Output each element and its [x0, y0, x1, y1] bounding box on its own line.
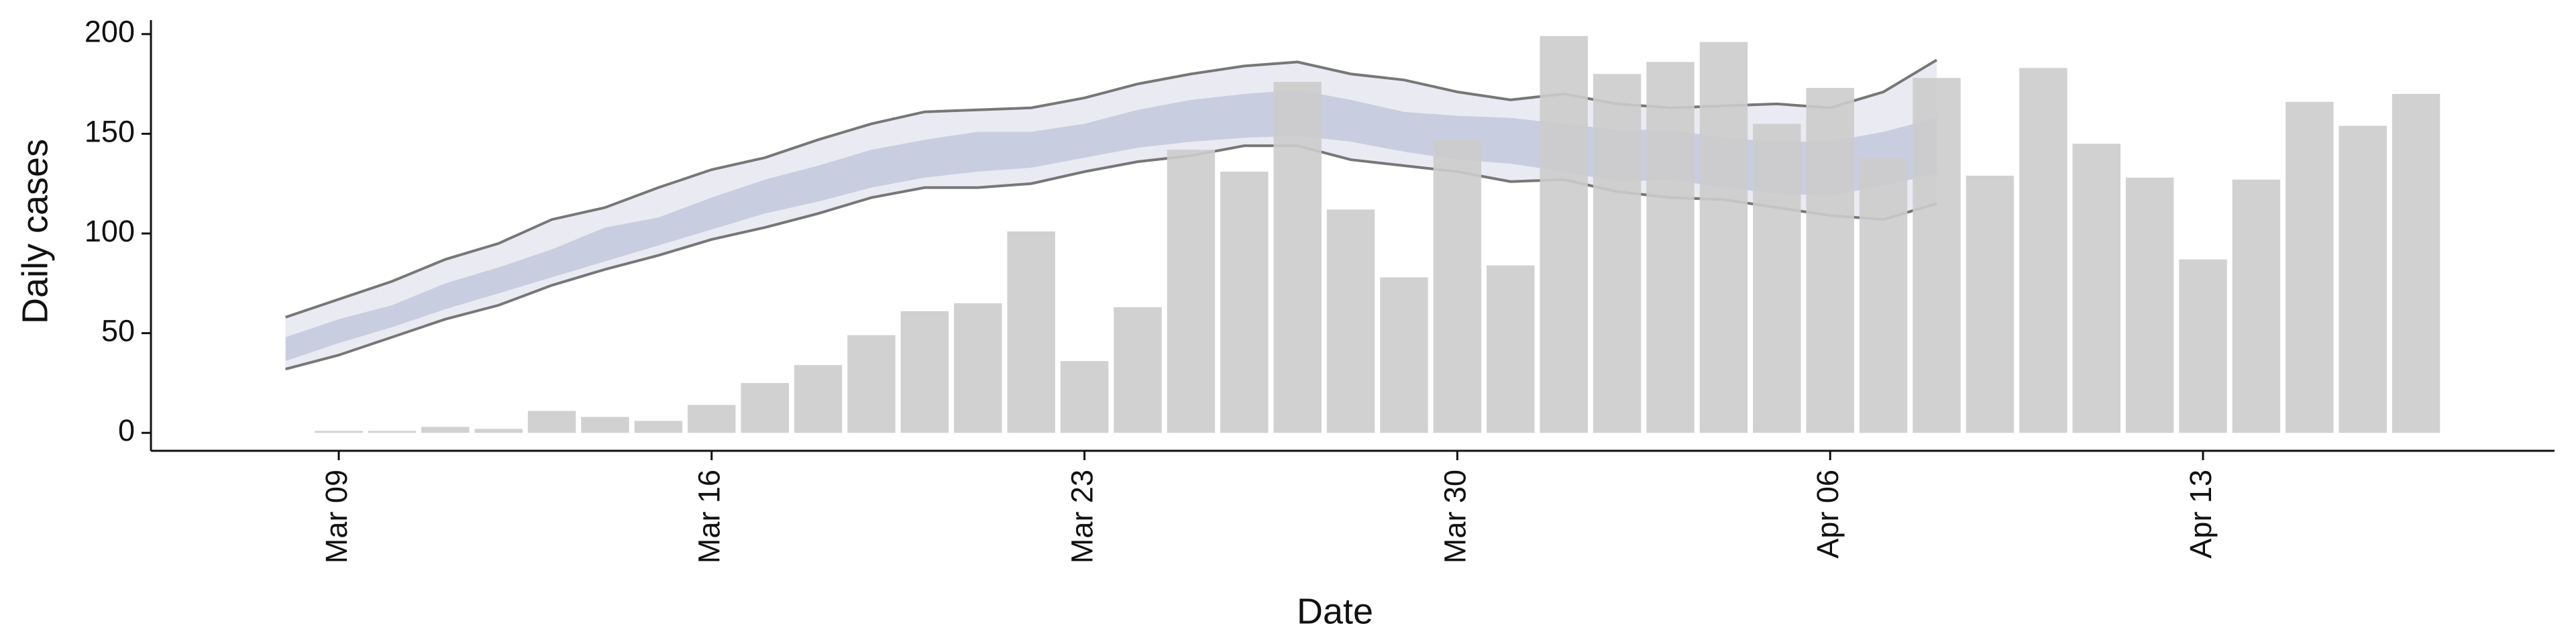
bar	[1060, 361, 1109, 433]
x-tick-label: Mar 16	[692, 470, 727, 564]
inner-band	[285, 90, 1937, 362]
bar	[2072, 144, 2121, 433]
x-tick-label: Apr 13	[2184, 470, 2218, 559]
bar	[1487, 265, 1535, 433]
bar	[741, 382, 789, 433]
bar	[1699, 42, 1748, 433]
y-tick-label: 200	[85, 15, 135, 49]
bar	[527, 411, 576, 433]
bar	[2339, 125, 2387, 433]
bar	[2125, 177, 2174, 433]
bar	[1859, 158, 1908, 433]
bar	[954, 303, 1002, 433]
bar	[1114, 307, 1162, 433]
bar	[1753, 123, 1801, 433]
x-tick-label: Mar 30	[1438, 470, 1472, 564]
bar	[1007, 231, 1055, 433]
bar	[581, 417, 629, 433]
bar	[794, 365, 843, 433]
bar	[847, 335, 896, 433]
bar	[900, 311, 949, 433]
bar	[1326, 209, 1375, 433]
x-tick-label: Mar 09	[319, 470, 354, 564]
x-tick-label: Mar 23	[1065, 470, 1099, 564]
bar	[1167, 150, 1216, 433]
bar	[1806, 88, 1854, 433]
bar	[1593, 74, 1642, 433]
bar	[1433, 140, 1482, 433]
y-tick-label: 50	[101, 314, 135, 348]
bar	[1273, 82, 1322, 433]
bar	[2286, 101, 2334, 433]
bar	[1220, 171, 1269, 433]
bar	[2179, 259, 2227, 433]
bar	[421, 427, 470, 433]
y-tick-label: 100	[85, 214, 135, 248]
bar	[634, 421, 683, 433]
y-tick-label: 0	[118, 413, 135, 447]
bar	[1646, 62, 1695, 433]
bar	[1913, 78, 1961, 433]
y-tick-label: 150	[85, 114, 135, 148]
y-axis-title: Daily cases	[15, 139, 55, 324]
bar	[1966, 175, 2015, 433]
bar	[688, 405, 736, 433]
bar	[2392, 93, 2440, 433]
x-tick-label: Apr 06	[1811, 470, 1845, 559]
bar	[2019, 68, 2068, 433]
bar	[474, 429, 523, 433]
bar	[1380, 277, 1428, 433]
bar	[368, 431, 417, 433]
bar	[1540, 36, 1588, 433]
x-axis-title: Date	[1297, 591, 1373, 631]
bar	[2232, 179, 2281, 433]
bar	[315, 431, 363, 433]
